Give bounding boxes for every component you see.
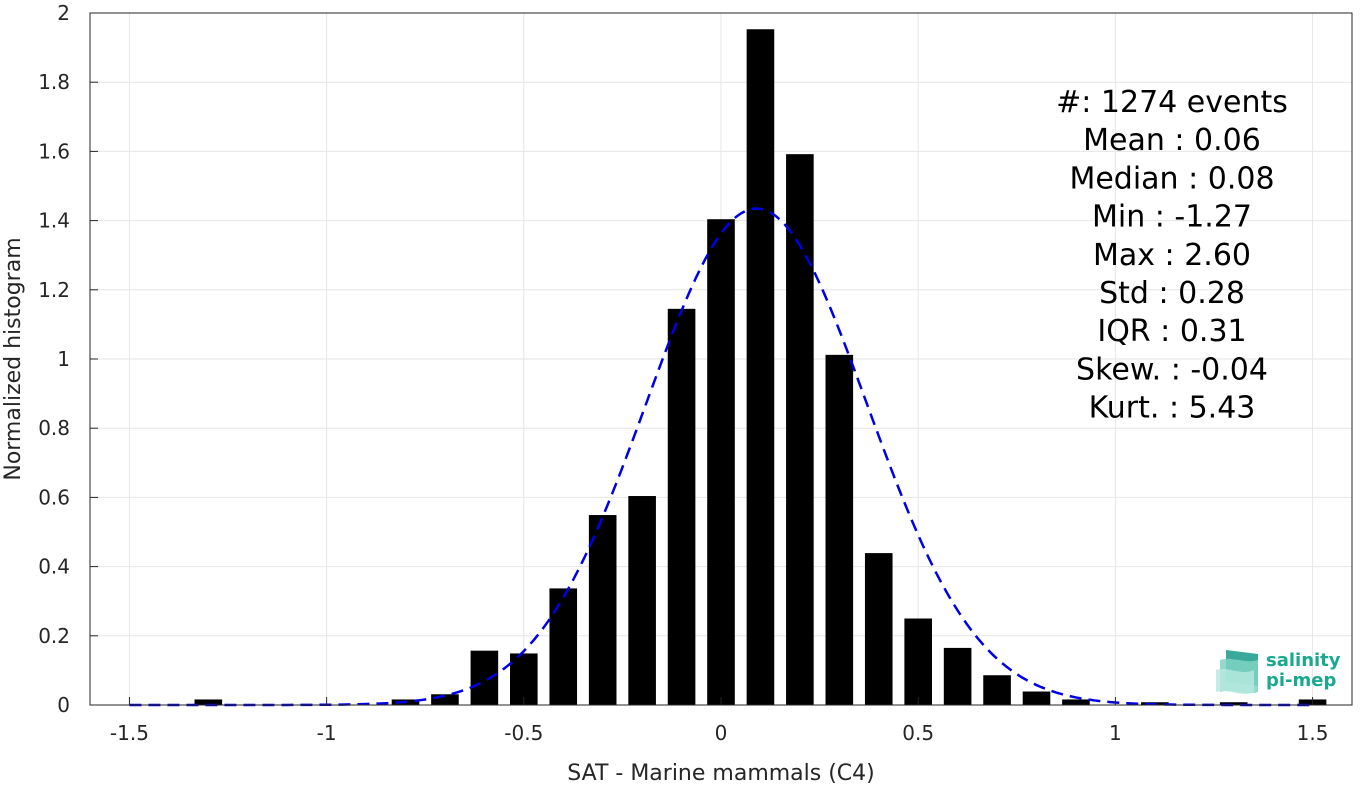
histogram-bar [628, 496, 656, 705]
x-tick-label: -1 [317, 721, 337, 745]
stat-row: #: 1274 events [1056, 85, 1288, 120]
y-tick-label: 0.6 [38, 485, 70, 509]
y-tick-label: 0.2 [38, 624, 70, 648]
x-axis-label: SAT - Marine mammals (C4) [567, 761, 875, 785]
stat-row: IQR : 0.31 [1097, 314, 1246, 349]
histogram-bar [431, 694, 459, 705]
salinity-pi-mep-logo: salinity pi-mep [1216, 650, 1341, 694]
y-tick-label: 1 [57, 347, 70, 371]
stat-row: Median : 0.08 [1069, 161, 1274, 196]
stat-row: Kurt. : 5.43 [1089, 391, 1256, 426]
histogram-bar [1022, 691, 1051, 705]
y-axis-ticks: 0 0.2 0.4 0.6 0.8 1 1.2 1.4 1.6 1.8 2 [38, 1, 98, 717]
stat-row: Min : -1.27 [1092, 200, 1252, 235]
x-tick-label: 0.5 [902, 721, 934, 745]
histogram-bar [1219, 702, 1248, 705]
histogram-bar [707, 219, 735, 705]
histogram-bar [864, 553, 893, 705]
histogram-bar [983, 675, 1011, 705]
histogram-bar [510, 653, 538, 705]
y-tick-label: 0.8 [38, 416, 70, 440]
x-tick-label: -0.5 [504, 721, 543, 745]
logo-wave-icon [1216, 650, 1258, 694]
histogram-bar [549, 588, 578, 705]
histogram-bar [1062, 699, 1090, 705]
x-tick-label: -1.5 [110, 721, 149, 745]
x-tick-label: 1 [1109, 721, 1122, 745]
x-axis-ticks: -1.5 -1 -0.5 0 0.5 1 1.5 [110, 697, 1329, 745]
histogram-bar [194, 699, 223, 705]
y-tick-label: 1.2 [38, 278, 70, 302]
stat-row: Mean : 0.06 [1083, 123, 1261, 158]
histogram-bar [825, 354, 854, 705]
y-tick-label: 0.4 [38, 555, 70, 579]
y-tick-label: 1.8 [38, 70, 70, 94]
y-axis-label: Normalized histogram [1, 237, 26, 480]
histogram-bar [588, 515, 617, 705]
y-tick-label: 1.6 [38, 139, 70, 163]
stat-row: Std : 0.28 [1099, 276, 1245, 311]
y-tick-label: 2 [57, 1, 70, 25]
logo-line-1: salinity [1266, 650, 1341, 671]
histogram-bar [746, 29, 775, 705]
y-tick-label: 0 [57, 693, 70, 717]
x-tick-label: 0 [715, 721, 728, 745]
logo-line-2: pi-mep [1266, 670, 1336, 691]
stat-row: Skew. : -0.04 [1076, 352, 1268, 387]
x-tick-label: 1.5 [1297, 721, 1329, 745]
histogram-bar [943, 647, 972, 705]
histogram-bar [667, 308, 696, 705]
histogram-bar [904, 618, 932, 705]
y-tick-label: 1.4 [38, 209, 70, 233]
histogram-bars [194, 29, 1327, 706]
histogram-bar [470, 650, 499, 705]
histogram-bar [786, 154, 814, 706]
stat-row: Max : 2.60 [1093, 238, 1251, 273]
